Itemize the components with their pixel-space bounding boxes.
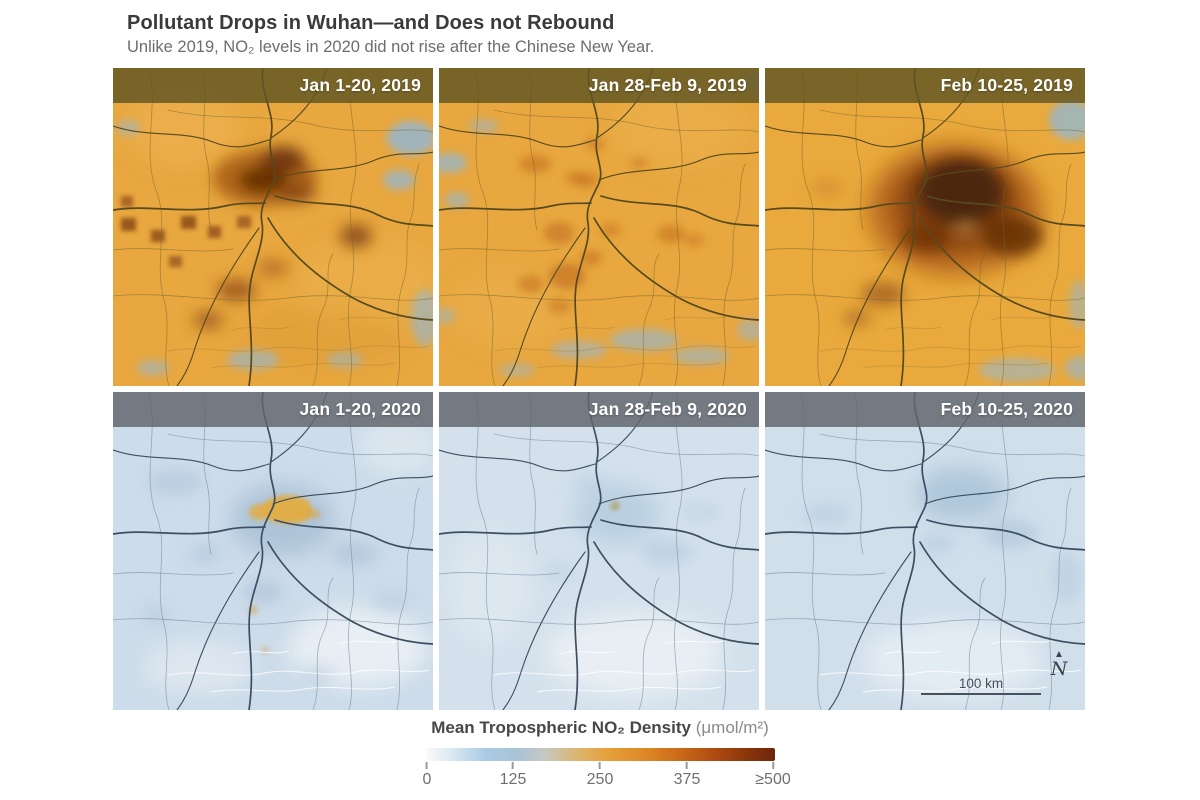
- panel-date-label: Jan 28-Feb 9, 2019: [588, 75, 747, 95]
- tick-mark: [598, 762, 601, 769]
- tick-label: 125: [499, 771, 527, 788]
- legend-title: Mean Tropospheric NO₂ Density (μmol/m²): [0, 718, 1200, 738]
- tick-mark: [426, 762, 428, 769]
- tick-label: 0: [422, 771, 432, 788]
- map-panel-jan-1-20-2019: Jan 1-20, 2019: [113, 68, 433, 386]
- tick-mark: [511, 762, 514, 769]
- map-panel-jan-28-feb-9-2019: Jan 28-Feb 9, 2019: [439, 68, 759, 386]
- tick-label: ≥500: [755, 771, 791, 788]
- colorbar-tick-1: 125: [499, 762, 527, 789]
- tick-mark: [685, 762, 688, 769]
- colorbar-tick-0: 0: [422, 762, 432, 789]
- no2-map-canvas: [113, 392, 433, 710]
- panel-date-label: Jan 1-20, 2020: [299, 399, 421, 419]
- north-arrow-icon: ▲: [1054, 649, 1064, 660]
- map-panel-feb-10-25-2020: Feb 10-25, 2020 100 km ▲ N: [765, 392, 1085, 710]
- panel-header-bar: Jan 28-Feb 9, 2019: [439, 68, 759, 103]
- panel-header-bar: Jan 1-20, 2019: [113, 68, 433, 103]
- no2-map-canvas: [765, 392, 1085, 710]
- colorbar-tick-2: 250: [586, 762, 614, 789]
- scale-bar-label: 100 km: [958, 676, 1004, 691]
- legend: Mean Tropospheric NO₂ Density (μmol/m²) …: [0, 718, 1200, 788]
- panel-header-bar: Feb 10-25, 2020: [765, 392, 1085, 427]
- scale-bar: 100 km: [921, 676, 1041, 695]
- colorbar-tick-3: 375: [673, 762, 701, 789]
- map-panel-jan-1-20-2020: Jan 1-20, 2020: [113, 392, 433, 710]
- tick-label: 250: [586, 771, 614, 788]
- no2-map-canvas: [113, 68, 433, 386]
- panel-header-bar: Feb 10-25, 2019: [765, 68, 1085, 103]
- panel-date-label: Feb 10-25, 2019: [940, 75, 1073, 95]
- colorbar-gradient: [426, 748, 775, 761]
- north-arrow-label: N: [1050, 658, 1068, 680]
- map-grid: Jan 1-20, 2019: [113, 68, 1085, 710]
- scale-bar-line: [921, 693, 1041, 695]
- colorbar-wrap: 0 125 250 375 ≥500: [423, 748, 791, 788]
- legend-unit: (μmol/m²): [695, 718, 769, 737]
- tick-label: 375: [673, 771, 701, 788]
- panel-header-bar: Jan 1-20, 2020: [113, 392, 433, 427]
- panel-date-label: Jan 28-Feb 9, 2020: [588, 399, 747, 419]
- no2-map-canvas: [439, 392, 759, 710]
- panel-header-bar: Jan 28-Feb 9, 2020: [439, 392, 759, 427]
- tick-mark: [771, 762, 774, 769]
- no2-map-canvas: [765, 68, 1085, 386]
- legend-title-text: Mean Tropospheric NO₂ Density: [431, 718, 691, 737]
- map-panel-feb-10-25-2019: Feb 10-25, 2019: [765, 68, 1085, 386]
- map-panel-jan-28-feb-9-2020: Jan 28-Feb 9, 2020: [439, 392, 759, 710]
- figure-title: Pollutant Drops in Wuhan—and Does not Re…: [127, 12, 615, 34]
- panel-date-label: Jan 1-20, 2019: [299, 75, 421, 95]
- panel-date-label: Feb 10-25, 2020: [940, 399, 1073, 419]
- colorbar-tick-4: ≥500: [755, 762, 791, 789]
- figure-subtitle: Unlike 2019, NO₂ levels in 2020 did not …: [127, 38, 655, 56]
- no2-map-canvas: [439, 68, 759, 386]
- north-arrow: ▲ N: [1045, 650, 1073, 679]
